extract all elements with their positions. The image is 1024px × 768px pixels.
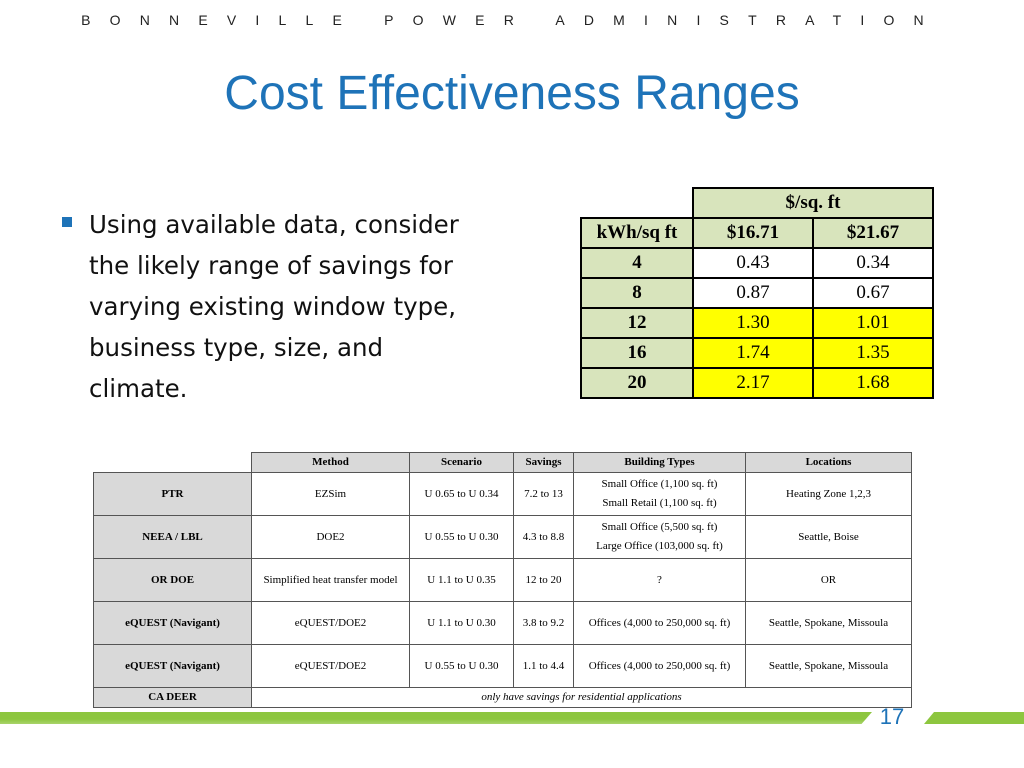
table-row: eQUEST (Navigant) eQUEST/DOE2 U 0.55 to … <box>93 644 912 688</box>
building-types-cell: Offices (4,000 to 250,000 sq. ft) <box>573 601 746 645</box>
building-types-cell: Offices (4,000 to 250,000 sq. ft) <box>573 644 746 688</box>
table-row: 12 1.30 1.01 <box>580 307 934 339</box>
scenario-cell: U 1.1 to U 0.35 <box>409 558 514 602</box>
bullet-text: Using available data, consider the likel… <box>89 210 459 403</box>
scenario-cell: U 1.1 to U 0.30 <box>409 601 514 645</box>
cost-value: 2.17 <box>692 367 814 399</box>
column-header: $21.67 <box>812 217 934 249</box>
column-header: Savings <box>513 452 574 473</box>
building-types-cell: Small Office (5,500 sq. ft) Large Office… <box>573 515 746 559</box>
savings-cell: 4.3 to 8.8 <box>513 515 574 559</box>
locations-cell: Seattle, Spokane, Missoula <box>745 644 912 688</box>
cost-value: 0.43 <box>692 247 814 279</box>
method-cell: Simplified heat transfer model <box>251 558 410 602</box>
study-label: CA DEER <box>93 687 252 708</box>
locations-cell: Heating Zone 1,2,3 <box>745 472 912 516</box>
column-header: $16.71 <box>692 217 814 249</box>
savings-cell: 12 to 20 <box>513 558 574 602</box>
cost-value: 1.30 <box>692 307 814 339</box>
cost-value: 1.74 <box>692 337 814 369</box>
cost-value: 1.01 <box>812 307 934 339</box>
building-types-cell: ? <box>573 558 746 602</box>
table-row: CA DEER only have savings for residentia… <box>93 687 912 708</box>
cost-effectiveness-table: $/sq. ft kWh/sq ft $16.71 $21.67 4 0.43 … <box>580 187 934 399</box>
scenario-cell: U 0.55 to U 0.30 <box>409 644 514 688</box>
table-row: 4 0.43 0.34 <box>580 247 934 279</box>
cost-value: 1.35 <box>812 337 934 369</box>
slide-title: Cost Effectiveness Ranges <box>224 67 800 120</box>
table-row: 20 2.17 1.68 <box>580 367 934 399</box>
study-label: eQUEST (Navigant) <box>93 601 252 645</box>
kwh-value: 8 <box>580 277 694 309</box>
method-cell: eQUEST/DOE2 <box>251 601 410 645</box>
kwh-value: 16 <box>580 337 694 369</box>
cost-value: 0.67 <box>812 277 934 309</box>
studies-table: Method Scenario Savings Building Types L… <box>93 452 912 708</box>
column-header: Building Types <box>573 452 746 473</box>
footer-accent-bar-right <box>924 712 1024 724</box>
bullet-point: Using available data, consider the likel… <box>62 204 482 409</box>
table-row: NEEA / LBL DOE2 U 0.55 to U 0.30 4.3 to … <box>93 515 912 559</box>
study-label: OR DOE <box>93 558 252 602</box>
table-row: OR DOE Simplified heat transfer model U … <box>93 558 912 602</box>
locations-cell: OR <box>745 558 912 602</box>
table-corner <box>93 452 252 473</box>
method-cell: EZSim <box>251 472 410 516</box>
method-cell: eQUEST/DOE2 <box>251 644 410 688</box>
savings-cell: 7.2 to 13 <box>513 472 574 516</box>
scenario-cell: U 0.55 to U 0.30 <box>409 515 514 559</box>
savings-cell: 3.8 to 9.2 <box>513 601 574 645</box>
method-cell: DOE2 <box>251 515 410 559</box>
kwh-value: 4 <box>580 247 694 279</box>
footer-accent-bar <box>0 712 872 724</box>
footnote-cell: only have savings for residential applic… <box>251 687 912 708</box>
scenario-cell: U 0.65 to U 0.34 <box>409 472 514 516</box>
study-label: NEEA / LBL <box>93 515 252 559</box>
table-row: eQUEST (Navigant) eQUEST/DOE2 U 1.1 to U… <box>93 601 912 645</box>
locations-cell: Seattle, Spokane, Missoula <box>745 601 912 645</box>
study-label: PTR <box>93 472 252 516</box>
cost-value: 1.68 <box>812 367 934 399</box>
cost-value: 0.87 <box>692 277 814 309</box>
study-label: eQUEST (Navigant) <box>93 644 252 688</box>
locations-cell: Seattle, Boise <box>745 515 912 559</box>
column-header: Method <box>251 452 410 473</box>
group-header: $/sq. ft <box>692 187 934 219</box>
kwh-value: 12 <box>580 307 694 339</box>
cost-value: 0.34 <box>812 247 934 279</box>
table-row: 16 1.74 1.35 <box>580 337 934 369</box>
table-corner <box>581 188 694 219</box>
column-header: Scenario <box>409 452 514 473</box>
table-row: PTR EZSim U 0.65 to U 0.34 7.2 to 13 Sma… <box>93 472 912 516</box>
row-header-label: kWh/sq ft <box>580 217 694 249</box>
table-row: 8 0.87 0.67 <box>580 277 934 309</box>
organization-name: BONNEVILLE POWER ADMINISTRATION <box>81 12 943 28</box>
savings-cell: 1.1 to 4.4 <box>513 644 574 688</box>
page-number: 17 <box>879 704 905 729</box>
kwh-value: 20 <box>580 367 694 399</box>
column-header: Locations <box>745 452 912 473</box>
square-bullet-icon <box>62 217 72 227</box>
building-types-cell: Small Office (1,100 sq. ft) Small Retail… <box>573 472 746 516</box>
